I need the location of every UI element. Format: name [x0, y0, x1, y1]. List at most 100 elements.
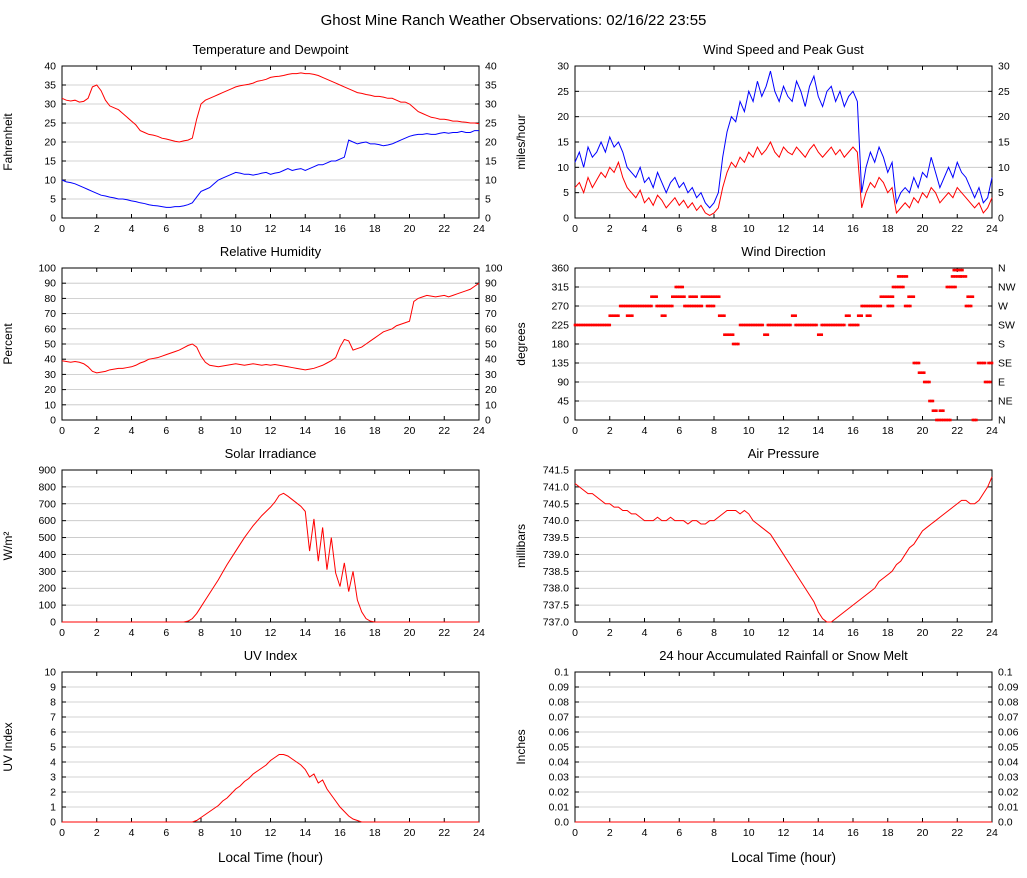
- svg-text:0.02: 0.02: [549, 787, 570, 799]
- svg-text:0.07: 0.07: [549, 712, 570, 724]
- svg-text:0.03: 0.03: [998, 772, 1019, 784]
- svg-text:22: 22: [438, 223, 450, 235]
- svg-text:Percent: Percent: [1, 323, 15, 365]
- svg-text:12: 12: [778, 425, 790, 437]
- svg-text:0.04: 0.04: [998, 757, 1019, 769]
- svg-text:5: 5: [998, 187, 1004, 199]
- svg-text:UV Index: UV Index: [244, 648, 298, 663]
- svg-text:0.0: 0.0: [998, 817, 1013, 829]
- svg-text:737.0: 737.0: [543, 617, 569, 629]
- svg-text:1: 1: [50, 802, 56, 814]
- svg-text:10: 10: [743, 827, 755, 839]
- svg-text:24: 24: [473, 627, 485, 639]
- svg-text:60: 60: [485, 323, 497, 335]
- svg-text:16: 16: [847, 827, 859, 839]
- svg-text:NE: NE: [998, 396, 1013, 408]
- svg-text:25: 25: [557, 86, 569, 98]
- svg-text:737.5: 737.5: [543, 600, 569, 612]
- svg-text:15: 15: [557, 137, 569, 149]
- svg-text:9: 9: [50, 682, 56, 694]
- svg-text:3: 3: [50, 772, 56, 784]
- svg-text:20: 20: [917, 627, 929, 639]
- svg-text:2: 2: [607, 827, 613, 839]
- svg-text:18: 18: [882, 223, 894, 235]
- svg-text:10: 10: [998, 162, 1010, 174]
- svg-text:N: N: [998, 415, 1006, 427]
- svg-text:20: 20: [404, 223, 416, 235]
- svg-text:50: 50: [485, 339, 497, 351]
- svg-text:0.09: 0.09: [549, 682, 570, 694]
- svg-text:5: 5: [485, 194, 491, 206]
- svg-text:4: 4: [642, 223, 648, 235]
- svg-text:4: 4: [642, 627, 648, 639]
- svg-text:50: 50: [44, 339, 56, 351]
- svg-text:6: 6: [163, 223, 169, 235]
- svg-text:16: 16: [847, 627, 859, 639]
- svg-text:0.0: 0.0: [554, 817, 569, 829]
- svg-text:miles/hour: miles/hour: [514, 114, 528, 169]
- svg-text:0.06: 0.06: [549, 727, 570, 739]
- svg-text:4: 4: [129, 425, 135, 437]
- svg-text:22: 22: [951, 223, 963, 235]
- svg-text:18: 18: [369, 223, 381, 235]
- svg-text:0: 0: [59, 425, 65, 437]
- svg-text:20: 20: [917, 223, 929, 235]
- svg-text:30: 30: [998, 61, 1010, 73]
- svg-text:0: 0: [50, 617, 56, 629]
- svg-text:Inches: Inches: [514, 729, 528, 764]
- svg-text:4: 4: [129, 223, 135, 235]
- svg-text:18: 18: [369, 425, 381, 437]
- svg-text:20: 20: [404, 627, 416, 639]
- svg-text:10: 10: [485, 399, 497, 411]
- svg-text:20: 20: [917, 827, 929, 839]
- svg-text:30: 30: [485, 99, 497, 111]
- svg-text:25: 25: [485, 118, 497, 130]
- svg-text:800: 800: [38, 481, 56, 493]
- svg-text:10: 10: [557, 162, 569, 174]
- svg-text:0: 0: [50, 213, 56, 225]
- svg-text:8: 8: [198, 827, 204, 839]
- svg-text:0: 0: [50, 415, 56, 427]
- svg-text:12: 12: [265, 223, 277, 235]
- svg-text:8: 8: [50, 697, 56, 709]
- svg-text:Wind Speed and Peak Gust: Wind Speed and Peak Gust: [703, 42, 864, 57]
- svg-text:Air Pressure: Air Pressure: [748, 446, 820, 461]
- svg-text:738.5: 738.5: [543, 566, 569, 578]
- svg-text:6: 6: [676, 827, 682, 839]
- svg-text:W: W: [998, 301, 1008, 313]
- svg-text:0.07: 0.07: [998, 712, 1019, 724]
- svg-text:Wind Direction: Wind Direction: [741, 244, 826, 259]
- svg-text:18: 18: [882, 827, 894, 839]
- svg-text:12: 12: [778, 827, 790, 839]
- svg-text:0.05: 0.05: [998, 742, 1019, 754]
- svg-text:20: 20: [557, 111, 569, 123]
- svg-text:6: 6: [163, 425, 169, 437]
- svg-text:10: 10: [230, 223, 242, 235]
- svg-text:40: 40: [44, 61, 56, 73]
- svg-text:16: 16: [847, 223, 859, 235]
- svg-text:14: 14: [299, 827, 311, 839]
- svg-text:0.02: 0.02: [998, 787, 1019, 799]
- svg-text:10: 10: [743, 425, 755, 437]
- svg-text:360: 360: [551, 263, 569, 275]
- svg-text:14: 14: [299, 223, 311, 235]
- svg-text:24: 24: [986, 627, 998, 639]
- svg-text:10: 10: [230, 627, 242, 639]
- svg-text:0: 0: [572, 223, 578, 235]
- svg-text:30: 30: [557, 61, 569, 73]
- svg-text:0.1: 0.1: [998, 667, 1013, 679]
- svg-text:600: 600: [38, 515, 56, 527]
- svg-text:14: 14: [299, 425, 311, 437]
- svg-text:900: 900: [38, 465, 56, 477]
- svg-text:12: 12: [778, 223, 790, 235]
- svg-text:740.0: 740.0: [543, 515, 569, 527]
- svg-text:12: 12: [265, 627, 277, 639]
- svg-text:10: 10: [230, 827, 242, 839]
- svg-text:Fahrenheit: Fahrenheit: [1, 113, 15, 171]
- svg-text:30: 30: [485, 369, 497, 381]
- svg-text:16: 16: [334, 223, 346, 235]
- svg-text:14: 14: [299, 627, 311, 639]
